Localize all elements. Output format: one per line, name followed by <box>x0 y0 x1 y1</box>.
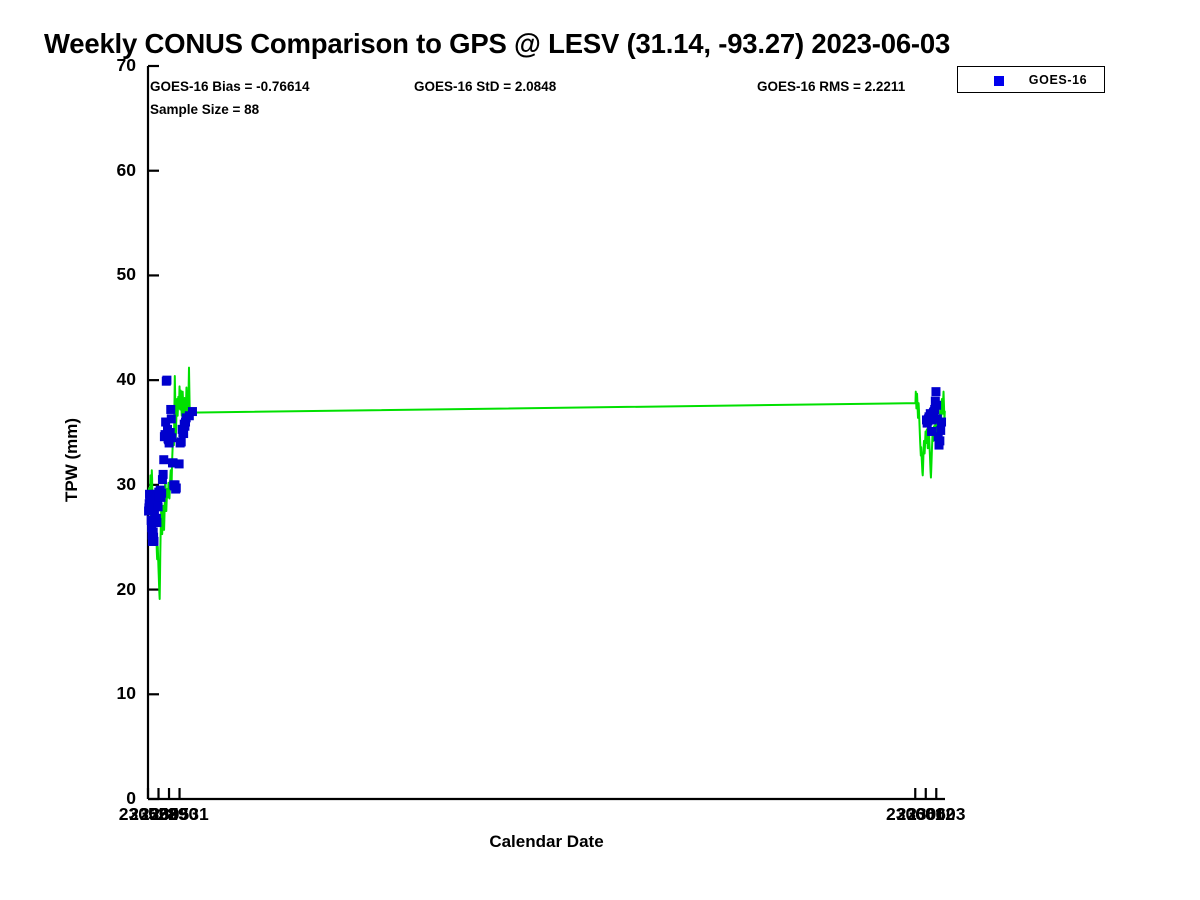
y-tick-label: 0 <box>126 788 136 808</box>
stat-bias: GOES-16 Bias = -0.76614 <box>150 79 310 94</box>
x-tick-label: 230528 <box>118 804 178 824</box>
legend: GOES-16 <box>957 66 1105 93</box>
gps-line-series <box>147 366 946 600</box>
y-tick-label: 10 <box>116 683 136 704</box>
y-tick-label: 70 <box>116 55 136 75</box>
goes16-marker-series <box>144 375 947 546</box>
y-tick-label: 30 <box>116 473 136 494</box>
axis-lines <box>146 66 945 801</box>
y-axis-title: TPW (mm) <box>62 417 81 503</box>
x-tick-label: 230529 <box>129 804 188 824</box>
y-tick-label: 40 <box>116 369 136 390</box>
y-tick-label: 20 <box>116 578 136 599</box>
x-tick-label: 230602 <box>896 804 955 824</box>
y-tick-label: 60 <box>116 159 136 180</box>
x-tick-label: 230601 <box>886 804 945 824</box>
axis-tick-marks <box>146 64 938 801</box>
x-tick-label: 230530 <box>139 804 199 824</box>
y-tick-label: 50 <box>116 264 136 285</box>
x-axis-title: Calendar Date <box>489 832 604 851</box>
legend-marker-goes16-icon <box>994 76 1004 86</box>
stat-std: GOES-16 StD = 2.0848 <box>414 79 557 94</box>
stat-rms: GOES-16 RMS = 2.2211 <box>757 79 906 94</box>
stat-sample-size: Sample Size = 88 <box>150 102 260 117</box>
x-tick-label: 230603 <box>907 804 966 824</box>
legend-label-goes16: GOES-16 <box>1028 73 1088 87</box>
page-title: Weekly CONUS Comparison to GPS @ LESV (3… <box>44 28 951 59</box>
x-tick-label: 230531 <box>150 804 209 824</box>
